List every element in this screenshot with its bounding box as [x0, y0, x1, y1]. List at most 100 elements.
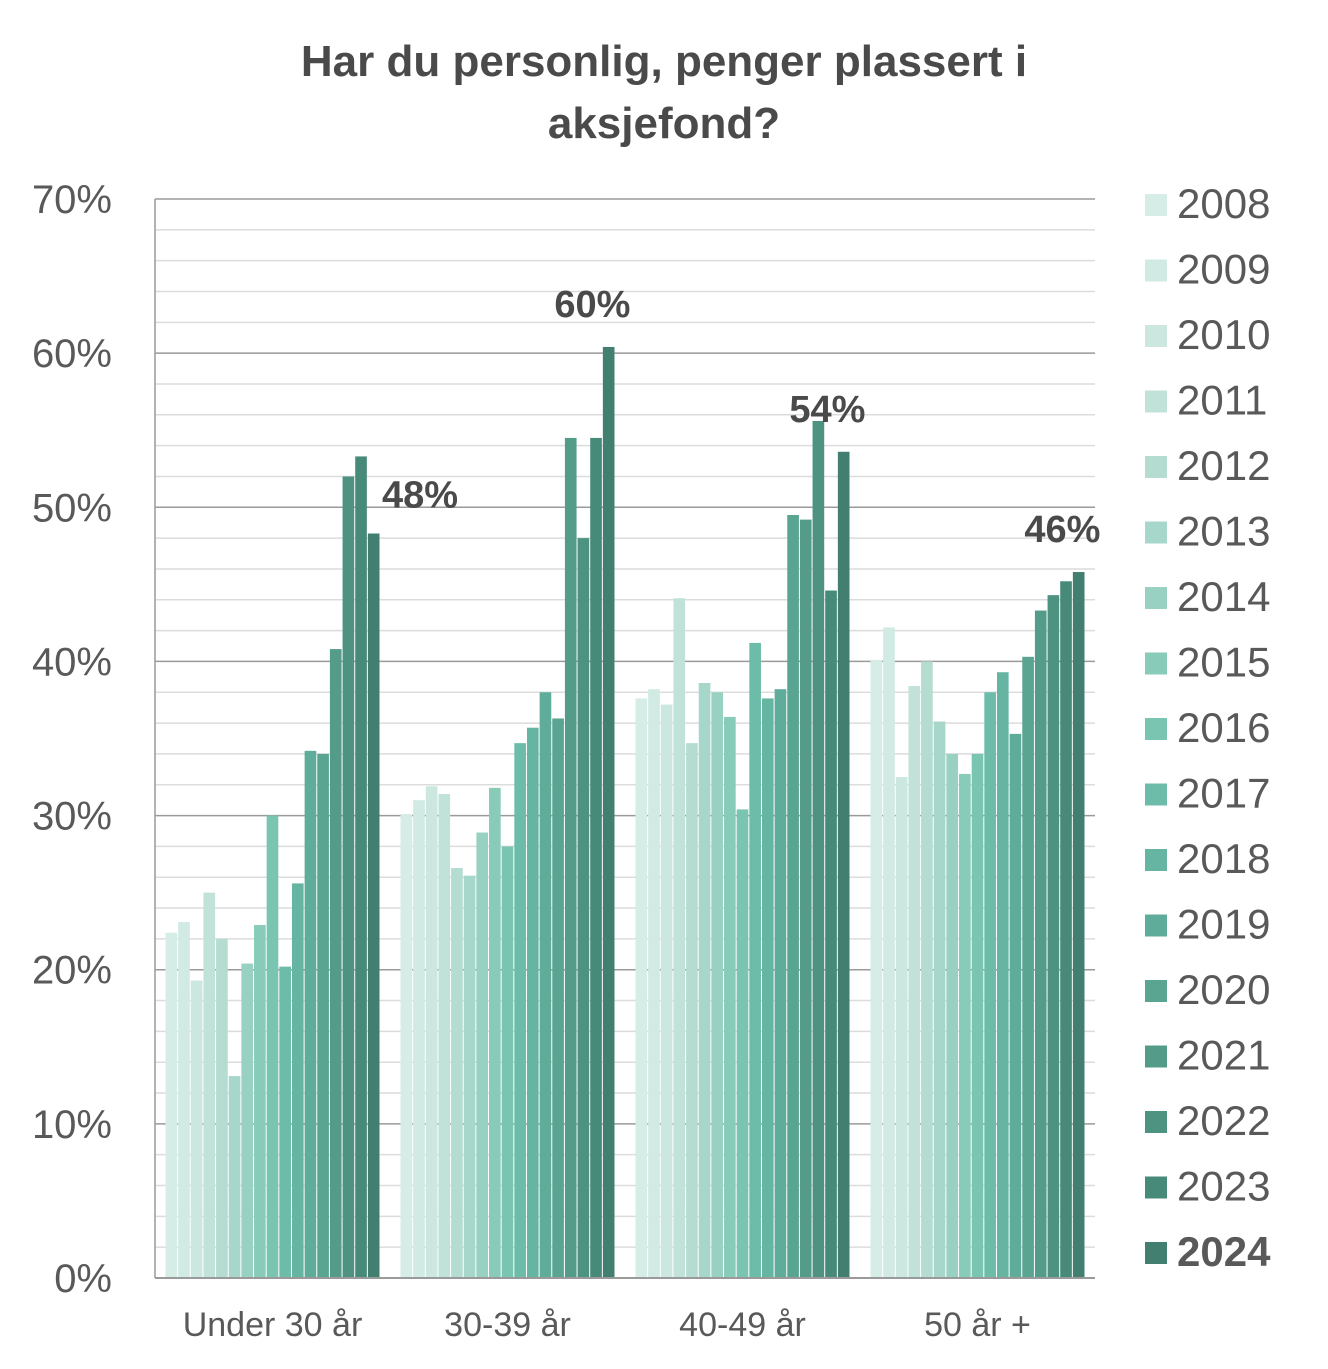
legend-label: 2015 — [1177, 639, 1270, 686]
bar — [178, 921, 190, 1278]
bar — [1072, 572, 1085, 1278]
legend-label: 2017 — [1177, 770, 1270, 817]
bar — [648, 689, 660, 1278]
bar — [686, 743, 698, 1278]
legend-swatch — [1145, 325, 1167, 347]
bar — [342, 476, 355, 1278]
legend-label: 2021 — [1177, 1032, 1270, 1079]
bar — [367, 533, 380, 1278]
bar — [870, 659, 883, 1278]
bar — [355, 456, 367, 1278]
y-tick-label: 70% — [32, 178, 112, 222]
bar — [1009, 733, 1022, 1278]
y-tick-label: 0% — [54, 1257, 112, 1301]
bar — [996, 672, 1009, 1278]
bar — [1034, 610, 1047, 1278]
bar — [749, 642, 761, 1278]
y-tick-label: 40% — [32, 640, 112, 684]
bar — [463, 875, 476, 1278]
bar — [564, 437, 577, 1279]
legend-label: 2013 — [1177, 508, 1270, 555]
bar — [216, 938, 228, 1278]
y-tick-label: 30% — [32, 795, 112, 839]
legend-swatch — [1145, 1045, 1167, 1068]
bar — [228, 1076, 241, 1278]
bar — [736, 809, 749, 1278]
legend-label: 2016 — [1177, 704, 1270, 751]
x-tick-label: 30-39 år — [444, 1306, 571, 1344]
legend-swatch — [1145, 718, 1167, 740]
chart-title-line-1: Har du personlig, penger plassert i — [300, 37, 1028, 86]
data-label: 48% — [382, 474, 458, 516]
bar — [425, 786, 438, 1278]
legend-swatch — [1145, 456, 1167, 478]
chart-title-line-2: aksjefond? — [547, 99, 781, 148]
legend-label: 2009 — [1177, 246, 1270, 293]
legend-swatch — [1145, 849, 1167, 871]
legend-swatch — [1145, 587, 1167, 609]
data-label: 54% — [789, 389, 865, 431]
data-label: 60% — [554, 284, 630, 326]
bar — [711, 692, 724, 1278]
bar — [1060, 581, 1072, 1278]
bar — [933, 721, 946, 1278]
bar — [577, 538, 590, 1278]
y-tick-label: 50% — [32, 486, 112, 530]
bar — [673, 598, 686, 1278]
bar — [400, 814, 413, 1278]
legend-label: 2022 — [1177, 1097, 1270, 1144]
bar — [921, 661, 933, 1278]
legend-swatch — [1145, 1111, 1167, 1133]
bar — [552, 718, 564, 1278]
bar — [304, 750, 317, 1278]
bar — [451, 867, 463, 1278]
bar — [971, 753, 984, 1278]
legend-label: 2018 — [1177, 835, 1270, 882]
legend-swatch — [1145, 1176, 1167, 1199]
bar — [883, 627, 895, 1278]
bar — [837, 451, 850, 1278]
bar — [724, 716, 736, 1278]
bar — [317, 753, 329, 1278]
bar — [241, 963, 254, 1278]
legend-swatch — [1145, 521, 1167, 544]
bar — [946, 753, 959, 1278]
bar — [635, 698, 648, 1278]
bar — [254, 925, 266, 1278]
bar — [787, 514, 799, 1278]
legend-label: 2019 — [1177, 901, 1270, 948]
x-tick-label: 50 år + — [924, 1306, 1031, 1344]
bar — [501, 846, 514, 1278]
legend-swatch — [1145, 914, 1167, 937]
legend-label: 2014 — [1177, 573, 1270, 620]
bar — [895, 777, 908, 1278]
bar — [203, 892, 216, 1278]
legend-label: 2023 — [1177, 1163, 1270, 1210]
legend-swatch — [1145, 652, 1167, 675]
bar — [959, 773, 971, 1278]
legend-label: 2012 — [1177, 442, 1270, 489]
bar — [1022, 656, 1034, 1278]
bar — [291, 883, 304, 1278]
bar — [812, 420, 825, 1279]
x-tick-label: 40-49 år — [679, 1306, 806, 1344]
bar — [266, 815, 279, 1278]
bar — [526, 727, 539, 1278]
bar — [539, 692, 552, 1278]
bar — [476, 832, 489, 1278]
legend-label: 2008 — [1177, 180, 1270, 227]
legend-label: 2024 — [1177, 1228, 1271, 1275]
legend-label: 2010 — [1177, 311, 1270, 358]
bar — [413, 800, 425, 1278]
data-label: 46% — [1024, 509, 1100, 551]
bar — [984, 692, 996, 1278]
bar — [660, 704, 673, 1278]
y-tick-label: 60% — [32, 332, 112, 376]
bar — [165, 932, 178, 1278]
x-tick-label: Under 30 år — [183, 1306, 363, 1344]
legend-swatch — [1145, 390, 1167, 413]
bar — [590, 437, 602, 1279]
bar — [190, 980, 203, 1278]
